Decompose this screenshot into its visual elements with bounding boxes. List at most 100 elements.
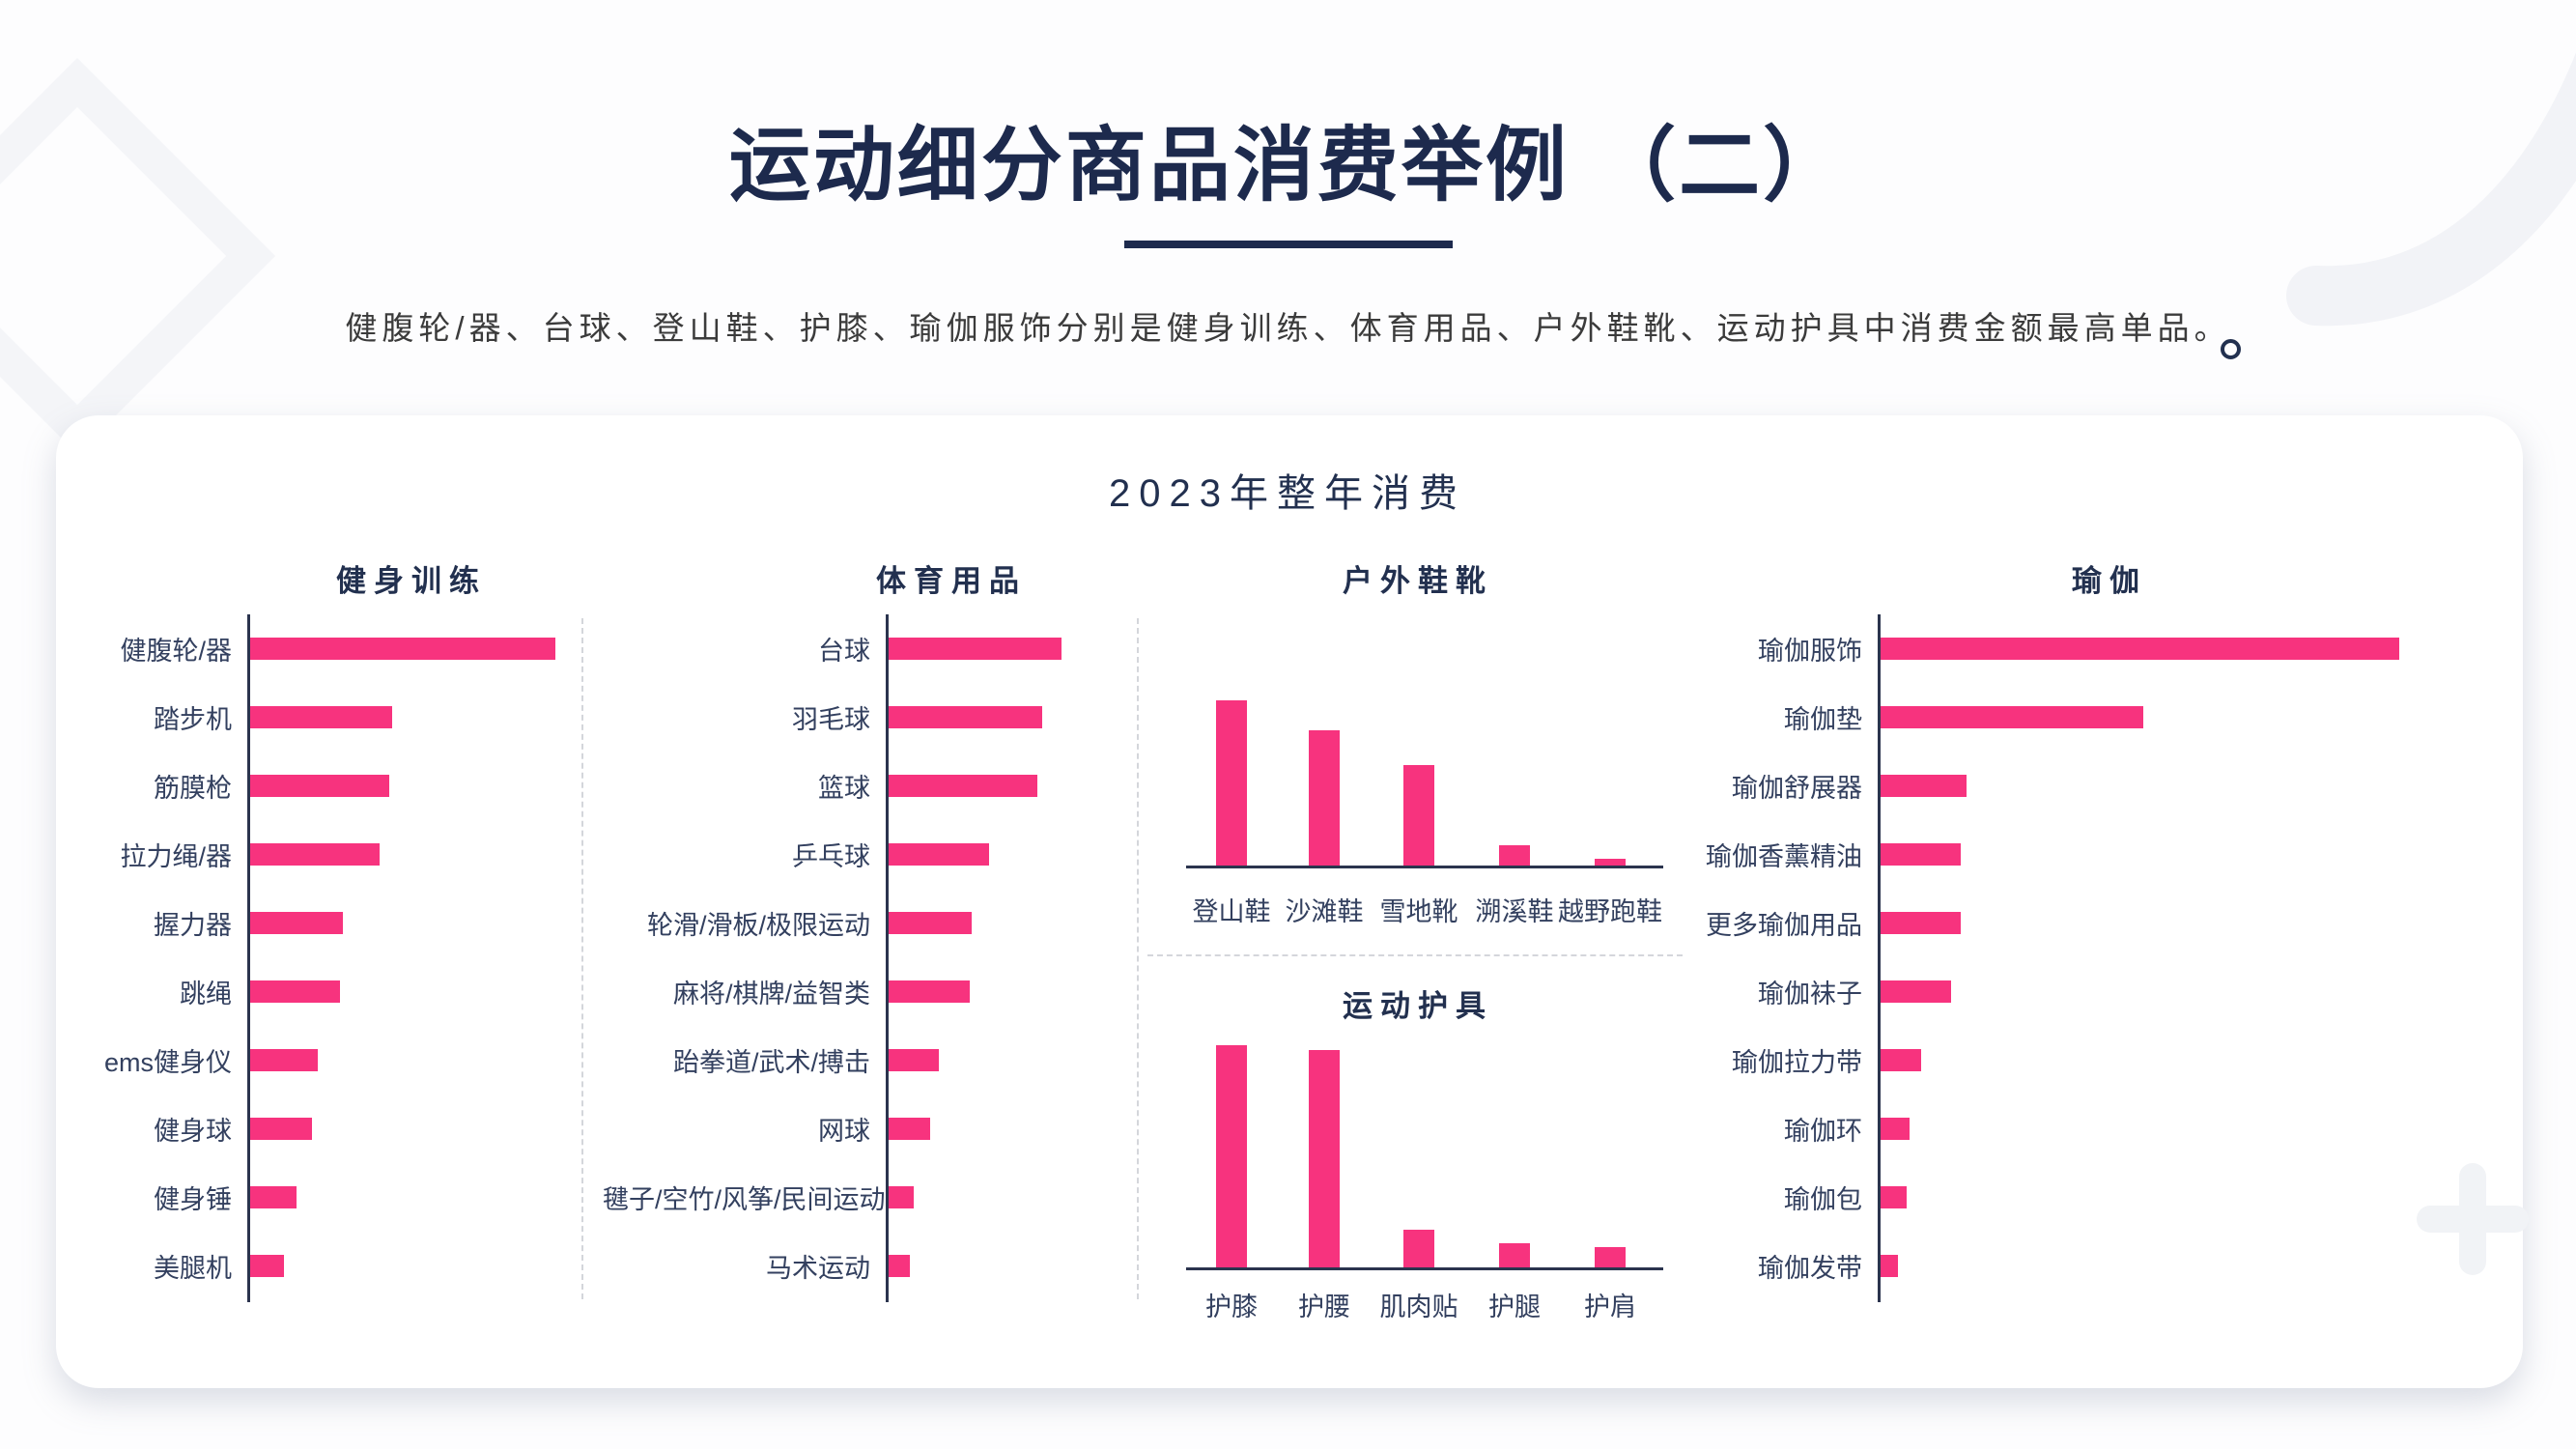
chart-footwear [1186, 696, 1663, 866]
swoosh-decoration [2286, 52, 2576, 327]
category-label: 登山鞋 [1192, 897, 1271, 926]
bar [1878, 1118, 1910, 1140]
chart-row: 瑜伽垫 [1609, 683, 2399, 752]
bar [1878, 1049, 1921, 1071]
bar [886, 1255, 910, 1277]
chart-row: 握力器 [73, 889, 555, 957]
bar [1216, 1045, 1247, 1267]
bar [1878, 843, 1961, 866]
chart-row: ems健身仪 [73, 1026, 555, 1094]
category-label: 溯溪鞋 [1475, 897, 1554, 926]
chart-row: 美腿机 [73, 1232, 555, 1300]
bar [247, 706, 392, 728]
chart-protective [1186, 1043, 1663, 1267]
category-label: 健腹轮/器 [120, 637, 232, 666]
bar [1878, 638, 2399, 660]
category-label: 瑜伽发带 [1758, 1254, 1862, 1283]
chart-row: 更多瑜伽用品 [1609, 889, 2399, 957]
category-label: 轮滑/滑板/极限运动 [646, 911, 870, 940]
chart-title-fitness: 健身训练 [336, 564, 487, 598]
chart-row: 瑜伽拉力带 [1609, 1026, 2399, 1094]
header: 运动细分商品消费举例 （二） 健腹轮/器、台球、登山鞋、护膝、瑜伽服饰分别是健身… [0, 0, 2576, 349]
chart-row: 台球 [603, 614, 1062, 683]
chart-row: 麻将/棋牌/益智类 [603, 957, 1062, 1026]
bar [1878, 775, 1967, 797]
bar [886, 706, 1042, 728]
bar [886, 1186, 914, 1208]
chart-row: 轮滑/滑板/极限运动 [603, 889, 1062, 957]
chart-row: 瑜伽发带 [1609, 1232, 2399, 1300]
chart-fitness-axis [247, 614, 250, 1302]
category-label: 毽子/空竹/风筝/民间运动 [603, 1185, 886, 1214]
separator-vertical-2 [1137, 618, 1139, 1299]
category-label: 沙滩鞋 [1285, 897, 1364, 926]
chart-title-yoga: 瑜伽 [2072, 564, 2147, 598]
category-label: ems健身仪 [103, 1048, 232, 1077]
bar [886, 1118, 930, 1140]
separator-vertical-1 [581, 618, 583, 1299]
chart-yoga: 瑜伽服饰瑜伽垫瑜伽舒展器瑜伽香薰精油 更多瑜伽用品瑜伽袜子 瑜伽拉力带 瑜伽环瑜伽包瑜… [1609, 614, 2399, 1300]
category-label: 踏步机 [154, 705, 232, 734]
bar [247, 1186, 297, 1208]
category-label: 瑜伽舒展器 [1732, 774, 1862, 803]
category-label: 瑜伽服饰 [1758, 637, 1862, 666]
bar [247, 638, 555, 660]
bar [247, 1118, 312, 1140]
chart-row: 篮球 [603, 752, 1062, 820]
chart-row: 瑜伽舒展器 [1609, 752, 2399, 820]
bar [886, 912, 972, 934]
chart-yoga-axis [1878, 614, 1881, 1302]
bar [247, 912, 343, 934]
chart-row: 毽子/空竹/风筝/民间运动 [603, 1163, 1062, 1232]
bar [1878, 980, 1951, 1003]
chart-protective-baseline [1186, 1267, 1663, 1270]
category-label: 筋膜枪 [154, 774, 232, 803]
bar [247, 1255, 284, 1277]
chart-sports-axis [886, 614, 889, 1302]
page-title: 运动细分商品消费举例 （二） [728, 120, 1848, 211]
bar [886, 638, 1062, 660]
category-label: 护膝 [1205, 1293, 1258, 1321]
category-label: 台球 [818, 637, 870, 666]
bar [1878, 1255, 1898, 1277]
bar [247, 980, 340, 1003]
consumption-card [56, 415, 2523, 1388]
chart-row: 踏步机 [73, 683, 555, 752]
chart-row: 健腹轮/器 [73, 614, 555, 683]
chart-row: 羽毛球 [603, 683, 1062, 752]
category-label: 跳绳 [180, 980, 232, 1009]
chart-row: 网球 [603, 1094, 1062, 1163]
chart-sports: 台球羽毛球篮球乒乓球轮滑/滑板/极限运动麻将/棋牌/益智类 跆拳道/武术/搏击网球… [603, 614, 1062, 1300]
chart-row: 瑜伽环 [1609, 1094, 2399, 1163]
category-label: 护腿 [1488, 1293, 1541, 1321]
plus-decoration [2417, 1163, 2529, 1275]
chart-row: 瑜伽服饰 [1609, 614, 2399, 683]
category-label: 麻将/棋牌/益智类 [672, 980, 870, 1009]
category-label: 羽毛球 [792, 705, 870, 734]
chart-row: 瑜伽袜子 [1609, 957, 2399, 1026]
category-label: 美腿机 [154, 1254, 232, 1283]
chart-row: 瑜伽香薰精油 [1609, 820, 2399, 889]
bar [247, 1049, 318, 1071]
chart-title-protective: 运动护具 [1343, 989, 1493, 1023]
subtitle: 健腹轮/器、台球、登山鞋、护膝、瑜伽服饰分别是健身训练、体育用品、户外鞋靴、运动… [345, 310, 2231, 346]
category-label: 更多瑜伽用品 [1706, 911, 1862, 940]
category-label: 乒乓球 [792, 842, 870, 871]
bar [886, 1049, 939, 1071]
chart-row: 马术运动 [603, 1232, 1062, 1300]
category-label: 瑜伽垫 [1784, 705, 1862, 734]
category-label: 拉力绳/器 [120, 842, 232, 871]
category-label: 护肩 [1584, 1293, 1636, 1321]
title-underline [1123, 241, 1453, 248]
chart-row: 跳绳 [73, 957, 555, 1026]
chart-row: 健身锤 [73, 1163, 555, 1232]
chart-fitness: 健腹轮/器 踏步机 筋膜枪 拉力绳/器 握力器 跳绳 ems健身仪 健身球 健身锤 美腿机 [73, 614, 555, 1300]
category-label: 健身锤 [154, 1185, 232, 1214]
category-label: 马术运动 [766, 1254, 870, 1283]
bar [1499, 845, 1530, 866]
category-label: 瑜伽香薰精油 [1706, 842, 1862, 871]
category-label: 跆拳道/武术/搏击 [672, 1048, 870, 1077]
category-label: 瑜伽包 [1784, 1185, 1862, 1214]
bar [1309, 730, 1340, 866]
